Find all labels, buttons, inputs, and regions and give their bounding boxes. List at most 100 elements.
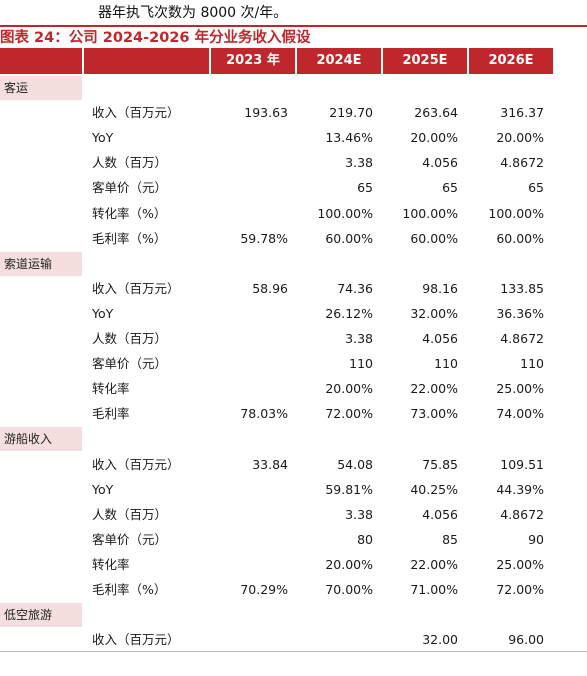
- section-header: 游船收入: [0, 427, 82, 452]
- cell-value: 72.00%: [325, 406, 373, 422]
- cell-value: 110: [434, 356, 458, 372]
- row-label: 收入（百万元）: [92, 456, 180, 472]
- cell-value: 22.00%: [410, 381, 458, 397]
- cell-value: 90: [528, 531, 544, 547]
- cell-value: 20.00%: [325, 556, 373, 572]
- cell-value: 70.29%: [240, 582, 288, 597]
- row-label: 转化率: [92, 381, 130, 397]
- row-label: 毛利率（%）: [92, 582, 167, 597]
- cell-value: 59.81%: [325, 481, 373, 497]
- section-header: 索道运输: [0, 251, 82, 276]
- row-label: 客单价（元）: [92, 180, 168, 196]
- cell-value: 65: [442, 180, 458, 196]
- row-label: 收入（百万元）: [92, 632, 180, 648]
- table-row: YoY 13.46% 20.00% 20.00%: [0, 125, 587, 150]
- cell-value: 65: [357, 180, 373, 196]
- cell-value: 60.00%: [496, 230, 544, 246]
- table-row: 人数（百万） 3.38 4.056 4.8672: [0, 502, 587, 527]
- cell-value: 72.00%: [496, 582, 544, 597]
- header-year-2025e: 2025E: [383, 48, 467, 74]
- cell-value: 73.00%: [410, 406, 458, 422]
- table-row: 毛利率（%） 59.78% 60.00% 60.00% 60.00%: [0, 226, 587, 251]
- header-year-2024e: 2024E: [297, 48, 381, 74]
- cell-value: 60.00%: [325, 230, 373, 246]
- table-row: 客单价（元） 110 110 110: [0, 351, 587, 376]
- cell-value: 110: [349, 356, 373, 372]
- table-row: 收入（百万元） 58.96 74.36 98.16 133.85: [0, 276, 587, 301]
- cell-value: 4.056: [422, 331, 458, 346]
- cell-value: 3.38: [345, 506, 373, 522]
- cell-value: 25.00%: [496, 556, 544, 572]
- cell-value: 59.78%: [240, 230, 288, 246]
- row-label: YoY: [92, 130, 114, 146]
- cell-value: 25.00%: [496, 381, 544, 397]
- cell-value: 316.37: [500, 105, 544, 121]
- cell-value: 20.00%: [410, 130, 458, 146]
- cell-value: 22.00%: [410, 556, 458, 572]
- table-caption: 图表 24：公司 2024-2026 年分业务收入假设: [0, 25, 587, 49]
- cell-value: 3.38: [345, 331, 373, 346]
- cell-value: 75.85: [422, 456, 458, 472]
- cell-value: 110: [520, 356, 544, 372]
- cell-value: 58.96: [252, 280, 288, 296]
- table-row: 客单价（元） 80 85 90: [0, 527, 587, 552]
- row-label: YoY: [92, 481, 114, 497]
- cell-value: 4.056: [422, 506, 458, 522]
- cell-value: 109.51: [500, 456, 544, 472]
- row-label: 人数（百万）: [92, 506, 168, 522]
- cell-value: 26.12%: [325, 305, 373, 321]
- cell-value: 33.84: [252, 456, 288, 472]
- cell-value: 4.056: [422, 155, 458, 171]
- table-row: 转化率 20.00% 22.00% 25.00%: [0, 376, 587, 401]
- cell-value: 13.46%: [325, 130, 373, 146]
- table-row: 人数（百万） 3.38 4.056 4.8672: [0, 326, 587, 351]
- cell-value: 100.00%: [317, 205, 373, 221]
- row-label: 转化率: [92, 556, 130, 572]
- row-label: 人数（百万）: [92, 331, 168, 346]
- table-row: 客单价（元） 65 65 65: [0, 175, 587, 200]
- table-row: YoY 59.81% 40.25% 44.39%: [0, 477, 587, 502]
- cell-value: 98.16: [422, 280, 458, 296]
- cell-value: 44.39%: [496, 481, 544, 497]
- row-label: 客单价（元）: [92, 531, 168, 547]
- cell-value: 4.8672: [500, 331, 544, 346]
- cell-value: 85: [442, 531, 458, 547]
- row-label: 毛利率（%）: [92, 230, 167, 246]
- cell-value: 80: [357, 531, 373, 547]
- cell-value: 74.00%: [496, 406, 544, 422]
- table-row: YoY 26.12% 32.00% 36.36%: [0, 301, 587, 326]
- header-year-2026e: 2026E: [469, 48, 553, 74]
- row-label: 毛利率: [92, 406, 130, 422]
- section-header: 客运: [0, 76, 82, 100]
- table-row: 转化率（%） 100.00% 100.00% 100.00%: [0, 201, 587, 226]
- row-label: YoY: [92, 305, 114, 321]
- cell-value: 219.70: [329, 105, 373, 121]
- cell-value: 54.08: [337, 456, 373, 472]
- section-header: 低空旅游: [0, 603, 82, 628]
- cell-value: 20.00%: [496, 130, 544, 146]
- cell-value: 4.8672: [500, 506, 544, 522]
- table-header: 2023 年 2024E 2025E 2026E: [0, 48, 587, 74]
- table-row: 收入（百万元） 32.00 96.00: [0, 627, 587, 652]
- row-label: 人数（百万）: [92, 155, 168, 171]
- header-blank-section: [0, 48, 82, 74]
- cell-value: 32.00%: [410, 305, 458, 321]
- cell-value: 20.00%: [325, 381, 373, 397]
- header-blank-label: [84, 48, 209, 74]
- row-label: 客单价（元）: [92, 356, 168, 372]
- cell-value: 4.8672: [500, 155, 544, 171]
- cell-value: 3.38: [345, 155, 373, 171]
- row-label: 收入（百万元）: [92, 280, 180, 296]
- cell-value: 65: [528, 180, 544, 196]
- cell-value: 74.36: [337, 280, 373, 296]
- cell-value: 263.64: [414, 105, 458, 121]
- table-row: 毛利率 78.03% 72.00% 73.00% 74.00%: [0, 401, 587, 426]
- cell-value: 36.36%: [496, 305, 544, 321]
- header-year-2023: 2023 年: [211, 48, 295, 74]
- table-row: 收入（百万元） 193.63 219.70 263.64 316.37: [0, 100, 587, 125]
- caption-title: 图表 24：公司 2024-2026 年分业务收入假设: [0, 30, 311, 46]
- cell-value: 70.00%: [325, 582, 373, 597]
- table-row: 人数（百万） 3.38 4.056 4.8672: [0, 150, 587, 175]
- cell-value: 71.00%: [410, 582, 458, 597]
- cell-value: 78.03%: [240, 406, 288, 422]
